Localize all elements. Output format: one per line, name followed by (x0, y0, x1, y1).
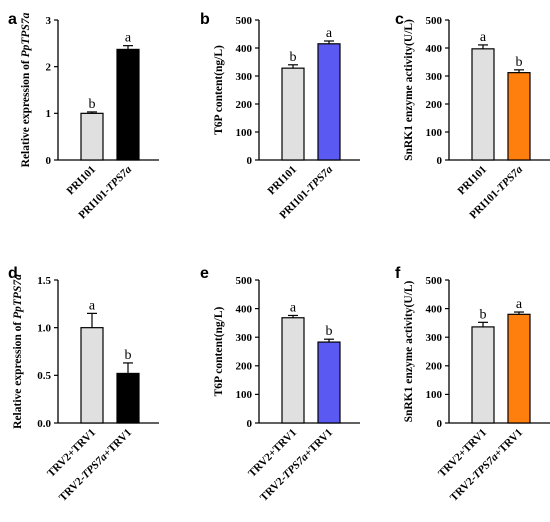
significance-letter: b (290, 50, 297, 65)
significance-letter: a (480, 30, 487, 45)
y-tick-label: 200 (236, 361, 253, 373)
bar-2 (507, 72, 531, 161)
y-tick-label: 1.0 (37, 322, 51, 334)
y-tick-label: 0.5 (37, 370, 51, 382)
y-axis-label: SnRK1 enzyme activity(U/L) (403, 280, 415, 422)
y-tick-label: 0 (247, 155, 253, 167)
panel-b: b 0 100 200 300 400 500 T6P content(ng/L) b PRI10… (200, 11, 360, 221)
bar-1 (471, 326, 495, 424)
significance-letter: a (516, 297, 523, 312)
bar-1 (80, 327, 104, 424)
significance-letter: b (480, 307, 487, 322)
y-tick-label: 400 (426, 303, 443, 315)
x-tick-label: TRV2-TPS7a+TRV1 (57, 427, 134, 504)
y-tick-label: 100 (426, 127, 443, 139)
y-axis-label: Relative expression of PpTPS7a (20, 12, 32, 167)
x-tick-label: PRI101 (266, 164, 300, 198)
y-tick-label: 300 (426, 332, 443, 344)
y-tick-label: 200 (426, 361, 443, 373)
bar-2 (116, 372, 140, 424)
significance-letter: b (125, 348, 132, 363)
panel-c: c 0 100 200 300 400 500 SnRK1 enzyme activity(U… (395, 11, 550, 221)
y-tick-label: 200 (426, 99, 443, 111)
y-tick-label: 100 (236, 127, 253, 139)
y-tick-label: 0 (46, 155, 52, 167)
y-tick-label: 0 (437, 155, 443, 167)
y-tick-label: 0 (247, 418, 253, 430)
significance-letter: a (125, 31, 132, 46)
y-tick-label: 0.0 (37, 418, 51, 430)
panel-letter: a (8, 11, 17, 28)
significance-letter: b (326, 324, 333, 339)
bar-1 (471, 48, 495, 161)
panel-letter: f (395, 265, 401, 282)
y-tick-label: 1 (46, 108, 52, 120)
x-tick-label: TRV2-TPS7a+TRV1 (258, 427, 335, 504)
panel-f: f 0 100 200 300 400 500 SnRK1 enzyme activity(U… (395, 265, 550, 504)
bar-1 (281, 67, 305, 161)
y-axis-label: T6P content(ng/L) (213, 45, 225, 135)
bar-2 (507, 313, 531, 424)
y-tick-label: 500 (236, 275, 253, 287)
significance-letter: b (89, 97, 96, 112)
bar-2 (116, 48, 140, 161)
panel-letter: c (395, 11, 404, 28)
significance-letter: b (516, 55, 523, 70)
significance-letter: a (89, 298, 96, 313)
y-tick-label: 2 (46, 61, 52, 73)
significance-letter: a (326, 26, 333, 41)
x-tick-label: TRV2-TPS7a+TRV1 (448, 427, 525, 504)
y-tick-label: 400 (236, 43, 253, 55)
y-tick-label: 100 (426, 389, 443, 401)
y-tick-label: 500 (426, 15, 443, 27)
panel-letter: d (8, 265, 18, 282)
y-tick-label: 300 (236, 71, 253, 83)
y-tick-label: 1.5 (37, 275, 51, 287)
x-tick-label: PRI101 (456, 164, 490, 198)
y-tick-label: 300 (236, 332, 253, 344)
y-tick-label: 300 (426, 71, 443, 83)
bar-2 (317, 341, 341, 424)
y-axis-label: SnRK1 enzyme activity(U/L) (403, 19, 415, 161)
y-tick-label: 3 (46, 15, 52, 27)
bar-2 (317, 43, 341, 161)
y-axis-label: T6P content(ng/L) (213, 306, 225, 396)
significance-letter: a (290, 300, 297, 315)
y-tick-label: 200 (236, 99, 253, 111)
y-tick-label: 400 (236, 303, 253, 315)
y-tick-label: 500 (236, 15, 253, 27)
panel-a: a 0 1 2 3 Relative expression of PpTPS7a b PRI1… (8, 11, 159, 221)
panel-letter: e (200, 265, 209, 282)
y-tick-label: 400 (426, 43, 443, 55)
y-tick-label: 500 (426, 275, 443, 287)
x-tick-label: PRI101 (65, 164, 99, 198)
bar-1 (281, 317, 305, 424)
panel-d: d 0.0 0.5 1.0 1.5 Relative expression of PpTP… (8, 265, 159, 504)
y-axis-label: Relative expression of PpTPS7a (12, 274, 24, 429)
bar-1 (80, 112, 104, 161)
y-tick-label: 0 (437, 418, 443, 430)
y-tick-label: 100 (236, 389, 253, 401)
panel-letter: b (200, 11, 210, 28)
